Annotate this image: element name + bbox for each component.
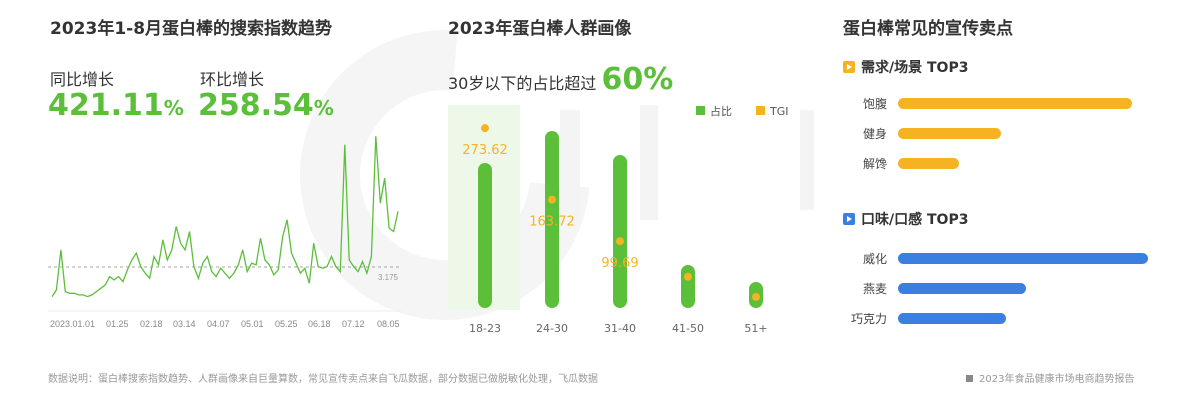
x-tick-label: 03.14 — [173, 319, 196, 329]
tgi-dot — [752, 292, 760, 301]
x-tick-label: 04.07 — [207, 319, 230, 329]
category-label: 解馋 — [862, 157, 887, 171]
selling-title: 蛋白棒常见的宣传卖点 — [843, 19, 1013, 39]
average-label: 3.175 — [378, 273, 399, 282]
play-icon — [843, 213, 855, 225]
share-bar — [478, 163, 492, 308]
tgi-dot — [616, 237, 624, 246]
tgi-label: 163.72 — [529, 215, 575, 230]
share-bar — [613, 155, 627, 308]
x-tick-label: 05.25 — [275, 319, 298, 329]
play-icon — [843, 61, 855, 73]
selling-point-bar — [898, 158, 959, 169]
portrait-bar-chart: 占比 TGI 273.62 18-23 163.72 24-30 99.69 31-40 41-… — [448, 104, 789, 335]
yoy-value: 421.11% — [48, 88, 184, 123]
x-tick-label: 2023.01.01 — [50, 319, 95, 329]
legend-swatch-tgi — [756, 106, 765, 115]
x-tick-label: 08.05 — [377, 319, 400, 329]
tgi-label: 273.62 — [462, 143, 508, 158]
selling-point-bar — [898, 313, 1006, 324]
selling-point-bar — [898, 128, 1001, 139]
square-icon — [966, 375, 973, 382]
section-flavor: 口味/口感 TOP3 — [843, 209, 968, 229]
x-tick-label: 02.18 — [140, 319, 163, 329]
category-label: 威化 — [862, 252, 887, 266]
selling-point-bar — [898, 98, 1132, 109]
trend-series-line — [51, 136, 399, 298]
category-label: 饱腹 — [862, 97, 887, 111]
x-tick-label: 18-23 — [469, 322, 501, 335]
x-tick-label: 41-50 — [672, 322, 704, 335]
x-tick-label: 24-30 — [536, 322, 568, 335]
trend-line-chart: 3.175 2023.01.01 01.25 02.18 03.14 04.07 05.01… — [48, 136, 402, 329]
x-tick-label: 06.18 — [308, 319, 331, 329]
footer-note: 数据说明：蛋白棒搜索指数趋势、人群画像来自巨量算数，常见宣传卖点来自飞瓜数据，部… — [48, 374, 598, 385]
x-tick-label: 01.25 — [106, 319, 129, 329]
tgi-dot — [548, 195, 556, 204]
category-label: 健身 — [862, 127, 887, 141]
mom-label: 环比增长 — [200, 70, 265, 89]
yoy-label: 同比增长 — [50, 70, 115, 89]
selling-point-bar — [898, 253, 1148, 264]
category-label: 燕麦 — [862, 282, 887, 296]
share-bar — [681, 265, 695, 308]
mom-value: 258.54% — [198, 88, 334, 123]
tgi-label: 99.69 — [601, 256, 638, 271]
x-tick-label: 05.01 — [241, 319, 264, 329]
x-tick-label: 07.12 — [342, 319, 365, 329]
tgi-dot — [684, 272, 692, 281]
legend-label-tgi: TGI — [769, 105, 789, 118]
legend-swatch-share — [696, 106, 705, 115]
category-label: 巧克力 — [850, 312, 887, 326]
footer-source: 2023年食品健康市场电商趋势报告 — [966, 370, 1134, 385]
share-bar — [545, 131, 559, 308]
x-tick-label: 31-40 — [604, 322, 636, 335]
legend-label-share: 占比 — [710, 104, 732, 118]
portrait-headline: 30岁以下的占比超过 60% — [448, 62, 674, 97]
portrait-title: 2023年蛋白棒人群画像 — [448, 19, 632, 39]
x-tick-label: 51+ — [744, 322, 767, 335]
section-demand: 需求/场景 TOP3 — [843, 57, 968, 77]
selling-point-bar — [898, 283, 1026, 294]
tgi-dot — [481, 124, 489, 133]
trend-title: 2023年1-8月蛋白棒的搜索指数趋势 — [50, 19, 333, 39]
